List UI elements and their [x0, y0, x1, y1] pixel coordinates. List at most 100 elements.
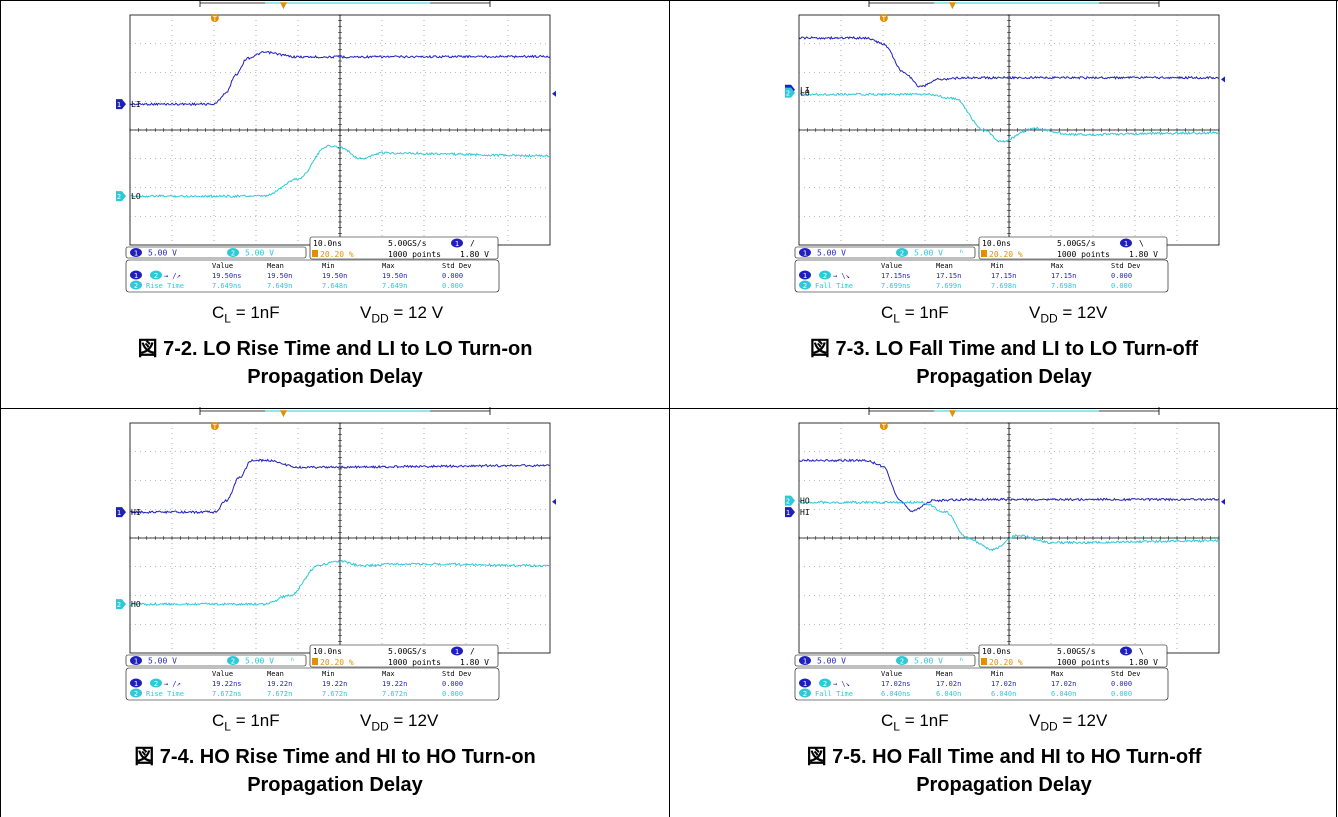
measurement-2-value: 6.040n: [991, 690, 1016, 698]
measurement-header: Mean: [267, 262, 284, 270]
ch2-trace-label: HO: [800, 497, 810, 506]
ch2-trace: [129, 144, 551, 198]
measurement-header: Std Dev: [442, 670, 472, 678]
trigger-source-icon: [451, 238, 463, 248]
ch1-marker-digit: 1: [117, 101, 121, 109]
ch1-trace-label: HI: [800, 508, 810, 517]
measurement-1-value: 19.22n: [382, 680, 407, 688]
meas-ch1-digit: 1: [134, 272, 138, 280]
measurement-1-value: 17.15n: [936, 272, 961, 280]
oscilloscope-chart: ▼ T 1 HI 2 HO 1 5.00 V 2 5.00 V ʰ 10.0ns 5.00GS/s 1 / 2…: [116, 407, 556, 701]
sample-rate: 5.00GS/s: [388, 647, 427, 656]
ch1-trace: [798, 35, 1220, 88]
oscilloscope-chart: ▼T1 LI2 LO1 5.00 V 2 5.00 V10.0ns 5.00GS/s 1/20…: [116, 0, 556, 293]
load-capacitance-subscript: L: [224, 719, 231, 734]
measurement-1-label: → /↗: [164, 272, 181, 280]
meas2-ch2-icon: [130, 688, 142, 698]
record-length: 1000 points: [388, 250, 441, 259]
ch1-scale-icon: [130, 656, 142, 665]
ch1-trace: [130, 458, 551, 515]
measurement-1-value: 17.02n: [936, 680, 961, 688]
trigger-position-icon-label: T: [213, 423, 218, 431]
meas-ch1-icon: [799, 270, 811, 280]
channel-scale-box: [794, 654, 976, 667]
ch2-marker-digit: 2: [117, 601, 121, 609]
load-capacitance-symbol: C: [881, 303, 894, 322]
trigger-pos-icon: [312, 658, 318, 665]
measurement-2-value: 6.040n: [936, 690, 961, 698]
measurement-2-value: 7.698n: [991, 282, 1016, 290]
measurement-header: Min: [991, 670, 1004, 678]
measurement-header: Std Dev: [442, 262, 472, 270]
sample-rate: 5.00GS/s: [1057, 239, 1096, 248]
trigger-source-icon: [451, 646, 463, 656]
timebase: 10.0ns: [982, 647, 1011, 656]
ch1-scale-digit: 1: [134, 658, 138, 666]
trigger-source-digit: 1: [1124, 240, 1128, 248]
figure-panel: ▼ T 1 LI 2 LO 1 5.00 V 2 5.00 V 10.0ns 5.00GS/s 1/20…: [1, 0, 669, 409]
ch1-scale-digit: 1: [803, 658, 807, 666]
measurement-2-value: 7.649n: [267, 282, 292, 290]
trigger-slope: \: [1139, 239, 1144, 248]
ch2-trace: [798, 92, 1220, 143]
load-capacitance-symbol: C: [881, 711, 894, 730]
meas-ch1-icon: [130, 270, 142, 280]
supply-voltage-symbol: V: [360, 711, 372, 730]
measurement-2-value: 0.000: [1111, 690, 1132, 698]
ch2-scale-icon: [896, 248, 908, 257]
ch1-trace-label: LI: [131, 100, 141, 109]
trigger-position: 20.20 %: [989, 250, 1023, 259]
supply-voltage-symbol: V: [1029, 711, 1041, 730]
load-capacitance: CL = 1nF: [212, 303, 280, 325]
measurement-1-value: 19.50n: [322, 272, 347, 280]
trigger-source-digit: 1: [455, 648, 459, 656]
ch2-marker-icon: [785, 495, 795, 506]
ch2-scale-icon: [227, 656, 239, 665]
supply-voltage-value: = 12V: [1057, 303, 1108, 322]
scope-screen: ▼ T 1 LI 2 LO 1 5.00 V 2 5.00 V 10.0ns 5.00GS/s 1/20…: [116, 0, 556, 293]
supply-voltage-symbol: V: [360, 303, 372, 322]
measurement-2-label: Rise Time: [146, 690, 184, 698]
supply-voltage-symbol: V: [1029, 303, 1041, 322]
load-capacitance-value: = 1nF: [230, 711, 280, 730]
measurement-header: Max: [1051, 262, 1064, 270]
meas-ch1-digit: 1: [134, 680, 138, 688]
meas-ch2-icon: [819, 270, 831, 280]
ch2-scale-digit: 2: [231, 658, 235, 666]
meas2-ch2-digit: 2: [134, 690, 138, 698]
figure-caption-line2: Propagation Delay: [247, 774, 423, 796]
timebase-box: [309, 236, 499, 260]
load-capacitance: CL = 1nF: [881, 711, 949, 733]
record-length: 1000 points: [1057, 658, 1110, 667]
supply-voltage: VDD = 12V: [1029, 711, 1107, 733]
ch2-marker-icon: [785, 87, 795, 98]
ch1-marker-icon: [785, 507, 795, 518]
frame-row-divider: [0, 408, 1338, 409]
measurement-1-value: 19.50n: [267, 272, 292, 280]
trigger-marker-top: ▼: [949, 1, 956, 11]
measurement-2-label: Fall Time: [815, 282, 853, 290]
measurement-2-value: 6.040ns: [881, 690, 911, 698]
measurement-1-value: 17.15n: [1051, 272, 1076, 280]
trigger-slope: \: [1139, 647, 1144, 656]
trigger-source-icon: [1120, 238, 1132, 248]
load-capacitance-subscript: L: [224, 311, 231, 326]
ch1-marker-digit: 1: [786, 509, 790, 517]
timebase: 10.0ns: [313, 239, 342, 248]
measurement-header: Mean: [936, 670, 953, 678]
trigger-position-icon: [210, 14, 219, 22]
figure-caption-line2: Propagation Delay: [247, 366, 423, 388]
ch1-trace-label: HI: [131, 508, 141, 517]
ch2-scale: 5.00 V: [914, 657, 943, 666]
meas-ch2-digit: 2: [154, 680, 158, 688]
measurement-2-label: Fall Time: [815, 690, 853, 698]
ch2-marker-icon: [116, 599, 126, 610]
trigger-marker-top: ▼: [280, 409, 287, 419]
supply-voltage: VDD = 12V: [1029, 303, 1107, 325]
ch2-marker-digit: 2: [117, 193, 121, 201]
ch2-trace-label: HO: [131, 600, 141, 609]
trigger-level: 1.80 V: [460, 658, 489, 667]
measurement-1-value: 0.000: [442, 272, 463, 280]
meas2-ch2-icon: [799, 280, 811, 290]
figure-caption: 図 7-5. HO Fall Time and HI to HO Turn-of…: [670, 743, 1338, 799]
